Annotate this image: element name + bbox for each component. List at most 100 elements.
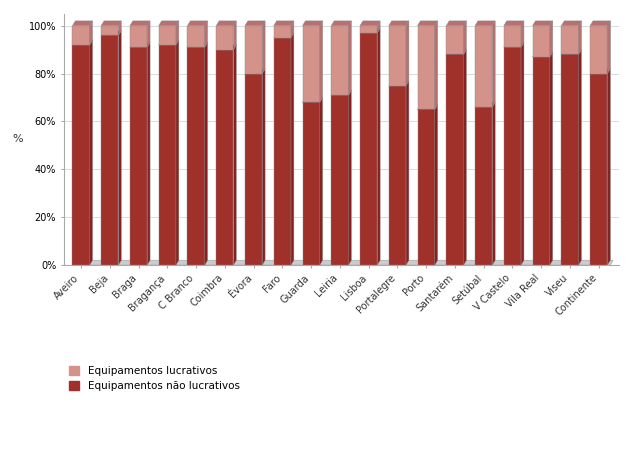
Polygon shape	[73, 26, 90, 45]
Polygon shape	[302, 26, 320, 102]
Polygon shape	[302, 21, 323, 26]
Polygon shape	[90, 40, 93, 265]
Polygon shape	[579, 21, 581, 54]
Polygon shape	[504, 47, 521, 265]
Polygon shape	[389, 85, 406, 265]
Polygon shape	[550, 52, 553, 265]
Polygon shape	[435, 105, 438, 265]
Polygon shape	[302, 102, 320, 265]
Polygon shape	[417, 110, 435, 265]
Polygon shape	[435, 21, 438, 110]
Polygon shape	[159, 26, 176, 45]
Polygon shape	[176, 40, 179, 265]
Polygon shape	[493, 21, 495, 107]
Polygon shape	[331, 21, 352, 26]
Polygon shape	[447, 21, 466, 26]
Polygon shape	[331, 26, 348, 95]
Polygon shape	[464, 21, 466, 54]
Polygon shape	[348, 21, 352, 95]
Polygon shape	[130, 21, 150, 26]
Polygon shape	[90, 21, 93, 45]
Polygon shape	[607, 21, 610, 265]
Polygon shape	[274, 26, 291, 37]
Polygon shape	[73, 21, 93, 26]
Polygon shape	[447, 50, 466, 54]
Polygon shape	[475, 107, 493, 265]
Polygon shape	[533, 57, 550, 265]
Polygon shape	[475, 102, 495, 107]
Polygon shape	[607, 69, 610, 265]
Polygon shape	[360, 28, 380, 33]
Polygon shape	[561, 26, 579, 54]
Polygon shape	[262, 69, 265, 265]
Polygon shape	[320, 97, 323, 265]
Polygon shape	[504, 21, 524, 26]
Polygon shape	[130, 43, 150, 47]
Polygon shape	[119, 21, 121, 35]
Legend: Equipamentos lucrativos, Equipamentos não lucrativos: Equipamentos lucrativos, Equipamentos nã…	[69, 366, 240, 391]
Polygon shape	[101, 31, 121, 35]
Polygon shape	[504, 43, 524, 47]
Polygon shape	[417, 105, 438, 110]
Polygon shape	[291, 33, 294, 265]
Polygon shape	[590, 74, 607, 265]
Polygon shape	[521, 43, 524, 265]
Polygon shape	[447, 54, 464, 265]
Polygon shape	[188, 47, 205, 265]
Polygon shape	[533, 26, 550, 57]
Polygon shape	[291, 21, 294, 37]
Polygon shape	[561, 21, 581, 26]
Polygon shape	[216, 21, 236, 26]
Polygon shape	[205, 21, 207, 47]
Polygon shape	[274, 21, 294, 26]
Polygon shape	[176, 21, 179, 45]
Polygon shape	[320, 21, 323, 102]
Polygon shape	[417, 21, 438, 26]
Polygon shape	[262, 21, 265, 74]
Polygon shape	[475, 21, 495, 26]
Polygon shape	[579, 50, 581, 265]
Polygon shape	[590, 21, 610, 26]
Polygon shape	[493, 102, 495, 265]
Polygon shape	[475, 26, 493, 107]
Polygon shape	[389, 26, 406, 85]
Polygon shape	[188, 26, 205, 47]
Polygon shape	[130, 26, 147, 47]
Polygon shape	[561, 50, 581, 54]
Polygon shape	[348, 90, 352, 265]
Polygon shape	[101, 21, 121, 26]
Polygon shape	[533, 52, 553, 57]
Polygon shape	[590, 26, 607, 74]
Polygon shape	[389, 81, 409, 85]
Y-axis label: %: %	[12, 134, 23, 144]
Polygon shape	[188, 43, 207, 47]
Polygon shape	[130, 47, 147, 265]
Polygon shape	[377, 28, 380, 265]
Polygon shape	[504, 26, 521, 47]
Polygon shape	[561, 54, 579, 265]
Polygon shape	[245, 69, 265, 74]
Polygon shape	[119, 31, 121, 265]
Polygon shape	[331, 90, 352, 95]
Polygon shape	[101, 26, 119, 35]
Polygon shape	[360, 21, 380, 26]
Polygon shape	[73, 45, 90, 265]
Polygon shape	[464, 50, 466, 265]
Polygon shape	[205, 43, 207, 265]
Polygon shape	[417, 26, 435, 110]
Polygon shape	[607, 21, 610, 74]
Polygon shape	[216, 45, 236, 50]
Polygon shape	[147, 43, 150, 265]
Polygon shape	[159, 40, 179, 45]
Polygon shape	[406, 21, 409, 85]
Polygon shape	[377, 21, 380, 33]
Polygon shape	[447, 26, 464, 54]
Polygon shape	[360, 26, 377, 33]
Polygon shape	[234, 21, 236, 50]
Polygon shape	[360, 33, 377, 265]
Polygon shape	[147, 21, 150, 47]
Polygon shape	[302, 97, 323, 102]
Polygon shape	[73, 260, 613, 265]
Polygon shape	[188, 21, 207, 26]
Polygon shape	[73, 40, 93, 45]
